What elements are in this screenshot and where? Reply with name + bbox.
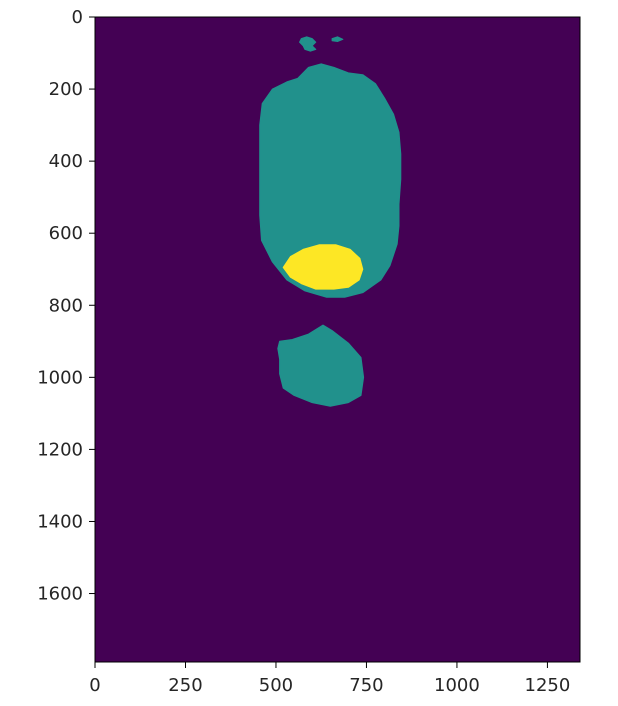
x-tick-label: 750 <box>349 675 383 696</box>
axes-frame <box>94 16 581 663</box>
x-tick-label: 500 <box>259 675 293 696</box>
yellow-region <box>282 244 364 290</box>
y-tick-label: 1600 <box>37 584 83 605</box>
axes-border <box>94 16 581 663</box>
y-tick-label: 600 <box>49 223 83 244</box>
y-tick-label: 400 <box>49 151 83 172</box>
y-tick-label: 1400 <box>37 511 83 532</box>
y-tick-label: 200 <box>49 79 83 100</box>
x-tick-label: 1250 <box>525 675 571 696</box>
x-tick-label: 0 <box>89 675 100 696</box>
y-tick-label: 0 <box>72 7 83 28</box>
x-tick-label: 250 <box>168 675 202 696</box>
large-teal-region <box>259 63 402 298</box>
y-tick-label: 800 <box>49 295 83 316</box>
x-axis: 0 250 500 750 1000 1250 <box>89 662 570 696</box>
y-tick-label: 1200 <box>37 439 83 460</box>
small-teal-blob-top-right <box>331 36 344 42</box>
small-teal-blob-top-left <box>299 36 317 52</box>
y-tick-label: 1000 <box>37 367 83 388</box>
y-axis: 0 200 400 600 800 1000 1200 1400 1600 <box>37 7 95 605</box>
lower-teal-region <box>277 324 365 407</box>
plot-area <box>95 17 580 662</box>
x-tick-label: 1000 <box>434 675 480 696</box>
